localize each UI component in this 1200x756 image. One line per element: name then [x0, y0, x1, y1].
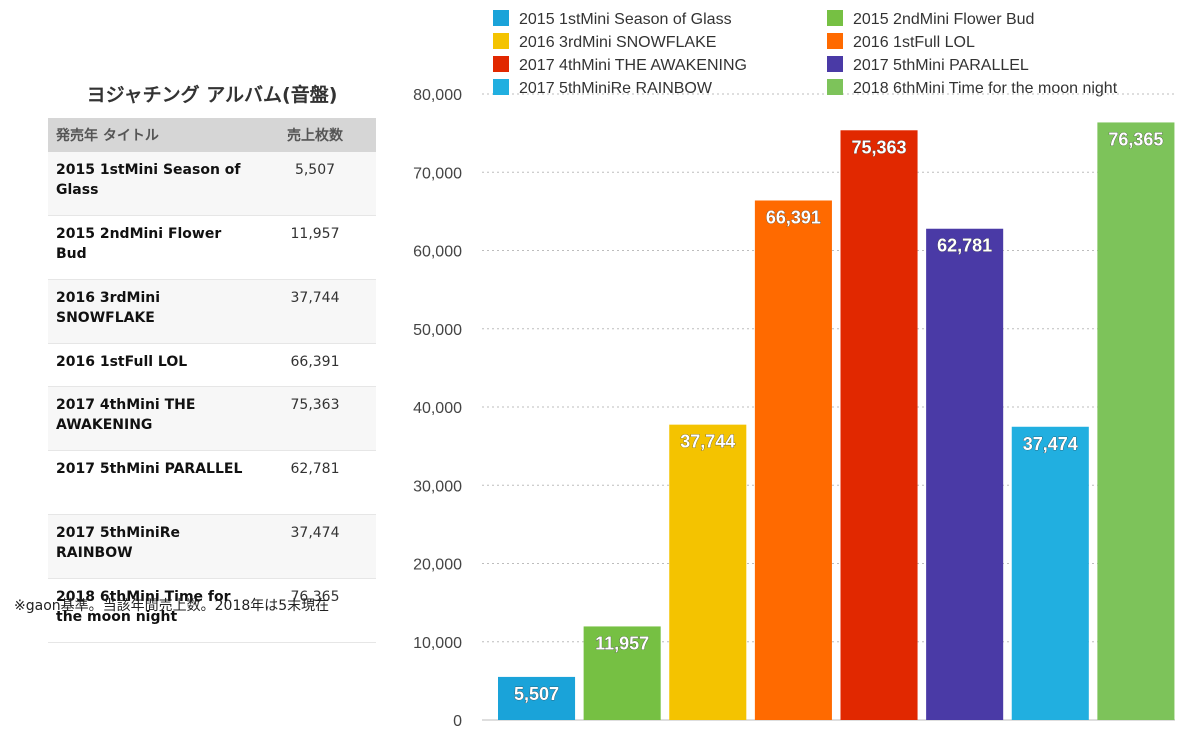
row-title: 2015 2ndMini Flower Bud — [48, 215, 254, 280]
y-tick-label: 20,000 — [413, 557, 462, 574]
legend-label: 2015 1stMini Season of Glass — [519, 11, 732, 28]
bar-value-label: 5,507 — [514, 684, 559, 704]
legend-swatch — [827, 10, 843, 26]
bar-value-label: 11,957 — [595, 633, 649, 653]
y-tick-label: 10,000 — [413, 635, 462, 652]
bar — [840, 130, 918, 720]
legend-swatch — [493, 33, 509, 49]
table-row: 2016 3rdMini SNOWFLAKE 37,744 — [48, 279, 376, 344]
bar-value-label: 75,363 — [852, 137, 907, 157]
table-header-row: 発売年 タイトル 売上枚数 — [48, 118, 376, 152]
bar-value-label: 62,781 — [937, 236, 992, 256]
header-title: 発売年 タイトル — [48, 118, 254, 152]
legend-swatch — [493, 79, 509, 95]
legend-swatch — [493, 10, 509, 26]
legend-label: 2016 1stFull LOL — [853, 34, 975, 51]
y-tick-label: 70,000 — [413, 165, 462, 182]
legend-label: 2018 6thMini Time for the moon night — [853, 80, 1118, 97]
table-title: ヨジャチング アルバム(音盤) — [86, 84, 338, 106]
legend-label: 2015 2ndMini Flower Bud — [853, 11, 1034, 28]
y-tick-label: 60,000 — [413, 244, 462, 261]
legend-label: 2017 5thMiniRe RAINBOW — [519, 80, 713, 97]
y-tick-label: 50,000 — [413, 322, 462, 339]
bar-value-label: 66,391 — [766, 207, 821, 227]
y-tick-label: 40,000 — [413, 400, 462, 417]
row-title: 2016 1stFull LOL — [48, 343, 254, 387]
row-sales: 66,391 — [254, 343, 376, 387]
bar — [583, 626, 661, 720]
row-sales: 76,365 — [254, 578, 376, 643]
y-tick-label: 80,000 — [413, 87, 462, 104]
bar — [754, 200, 832, 720]
row-sales: 75,363 — [254, 386, 376, 451]
bar — [1097, 122, 1175, 721]
legend-swatch — [827, 33, 843, 49]
legend-swatch — [827, 56, 843, 72]
table-row: 2017 5thMiniRe RAINBOW 37,474 — [48, 514, 376, 579]
bar — [1011, 426, 1089, 720]
sales-table: 発売年 タイトル 売上枚数 2015 1stMini Season of Gla… — [48, 118, 376, 643]
row-sales: 37,744 — [254, 279, 376, 344]
bar-value-label: 37,474 — [1023, 434, 1078, 454]
row-title: 2018 6thMini Time for the moon night — [48, 578, 254, 643]
row-sales: 5,507 — [254, 152, 376, 216]
y-tick-label: 30,000 — [413, 478, 462, 495]
table-row: 2018 6thMini Time for the moon night 76,… — [48, 578, 376, 643]
row-title: 2016 3rdMini SNOWFLAKE — [48, 279, 254, 344]
table-row: 2017 5thMini PARALLEL 62,781 — [48, 450, 376, 515]
row-sales: 11,957 — [254, 215, 376, 280]
row-title: 2017 5thMini PARALLEL — [48, 450, 254, 515]
row-title: 2017 4thMini THE AWAKENING — [48, 386, 254, 451]
row-sales: 37,474 — [254, 514, 376, 579]
legend-swatch — [827, 79, 843, 95]
bar — [926, 228, 1004, 720]
footnote: ※gaon基準。当該年間売上数。2018年は5末現在 — [14, 598, 330, 614]
bar-value-label: 37,744 — [680, 432, 735, 452]
legend-swatch — [493, 56, 509, 72]
legend-label: 2016 3rdMini SNOWFLAKE — [519, 34, 716, 51]
row-sales: 62,781 — [254, 450, 376, 515]
table-row: 2017 4thMini THE AWAKENING 75,363 — [48, 386, 376, 451]
legend-label: 2017 5thMini PARALLEL — [853, 57, 1029, 74]
y-tick-label: 0 — [453, 713, 462, 730]
bar — [669, 424, 747, 720]
bar — [498, 676, 576, 720]
table-row: 2015 2ndMini Flower Bud 11,957 — [48, 215, 376, 280]
table-row: 2016 1stFull LOL 66,391 — [48, 343, 376, 387]
bar-value-label: 76,365 — [1108, 129, 1163, 149]
header-sales: 売上枚数 — [254, 118, 376, 152]
table-row: 2015 1stMini Season of Glass 5,507 — [48, 152, 376, 216]
row-title: 2015 1stMini Season of Glass — [48, 152, 254, 216]
legend-label: 2017 4thMini THE AWAKENING — [519, 57, 747, 74]
row-title: 2017 5thMiniRe RAINBOW — [48, 514, 254, 579]
